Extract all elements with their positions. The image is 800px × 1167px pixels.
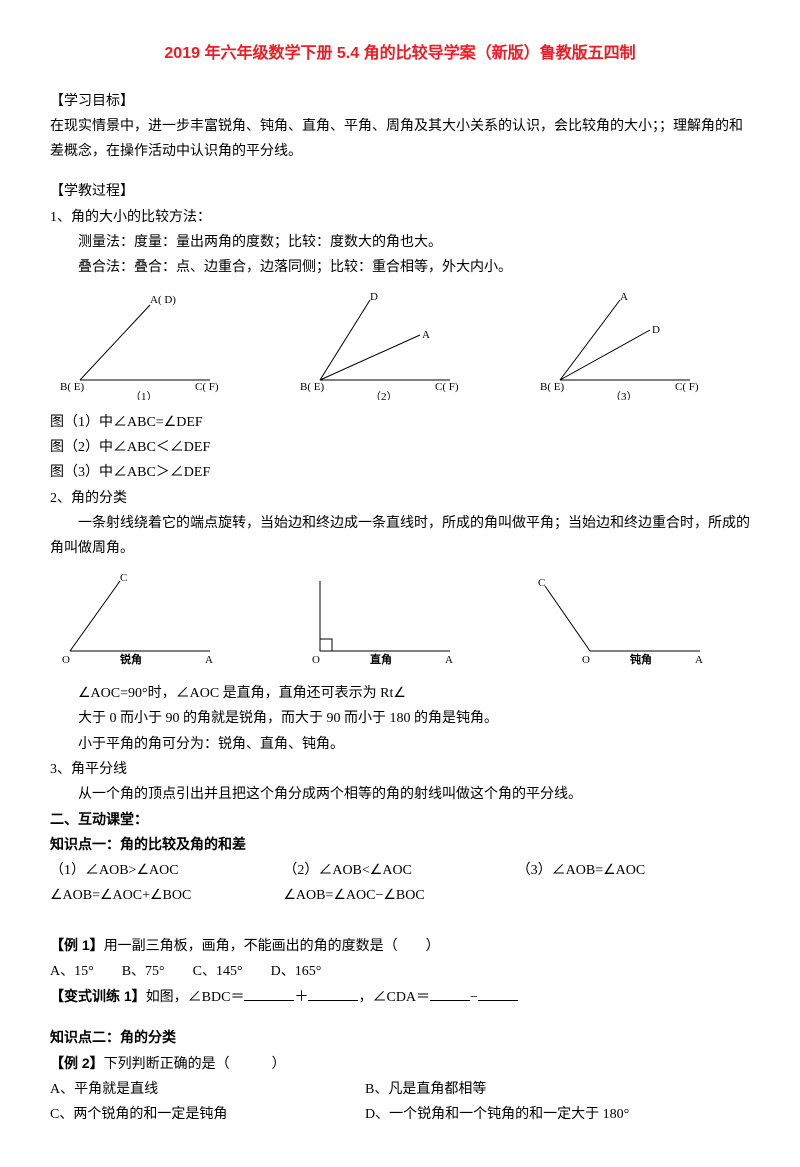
ex2-a: A、平角就是直线 bbox=[50, 1077, 365, 1102]
ex2-b: B、凡是直角都相等 bbox=[365, 1077, 486, 1102]
fig1-caption: 图（1）中∠ABC=∠DEF bbox=[50, 410, 750, 435]
kp1-row2: ∠AOB=∠AOC+∠BOC ∠AOB=∠AOC−∠BOC bbox=[50, 883, 750, 908]
study-goal-text: 在现实情景中，进一步丰富锐角、钝角、直角、平角、周角及其大小关系的认识，会比较角… bbox=[50, 114, 750, 164]
svg-text:O: O bbox=[312, 654, 320, 666]
figure-3: A D B( E) C( F) （3） bbox=[530, 290, 750, 400]
kp1-r1b: （2）∠AOB<∠AOC bbox=[283, 858, 516, 883]
svg-text:A( D): A( D) bbox=[150, 294, 176, 306]
p1b: 叠合法：叠合：点、边重合，边落同侧；比较：重合相等，外大内小。 bbox=[50, 255, 750, 280]
kp1-r2b: ∠AOB=∠AOC−∠BOC bbox=[283, 883, 516, 908]
ex2-head: 【例 2】 bbox=[50, 1055, 104, 1071]
process-head: 【学教过程】 bbox=[50, 179, 750, 204]
p1: 1、角的大小的比较方法： bbox=[50, 205, 750, 230]
example-1: 【例 1】用一副三角板，画角，不能画出的角的度数是（ ） bbox=[50, 933, 750, 959]
svg-text:O: O bbox=[62, 654, 70, 666]
p2a: 一条射线绕着它的端点旋转，当始边和终边成一条直线时，所成的角叫做平角；当始边和终… bbox=[50, 511, 750, 561]
svg-text:A: A bbox=[695, 654, 703, 666]
ex1-head: 【例 1】 bbox=[50, 937, 104, 953]
svg-text:C( F): C( F) bbox=[195, 381, 219, 393]
page-title: 2019 年六年级数学下册 5.4 角的比较导学案（新版）鲁教版五四制 bbox=[50, 40, 750, 69]
var1-c: ，∠CDA＝ bbox=[358, 990, 430, 1005]
svg-text:（2）: （2） bbox=[370, 390, 398, 400]
interactive-head: 二、互动课堂： bbox=[50, 807, 750, 832]
p3a: 从一个角的顶点引出并且把这个角分成两个相等的角的射线叫做这个角的平分线。 bbox=[50, 782, 750, 807]
figure-2: D A B( E) C( F) （2） bbox=[290, 290, 510, 400]
figure-row-2: C O A 锐角 O A 直角 C O A 钝角 bbox=[50, 571, 750, 671]
ex2-d: D、一个锐角和一个钝角的和一定大于 180° bbox=[365, 1102, 629, 1127]
svg-text:A: A bbox=[445, 654, 453, 666]
ex2-text: 下列判断正确的是（ ） bbox=[104, 1057, 286, 1072]
blank-3[interactable] bbox=[430, 986, 470, 1001]
p2d: 小于平角的角可分为：锐角、直角、钝角。 bbox=[50, 732, 750, 757]
p3: 3、角平分线 bbox=[50, 757, 750, 782]
ex2-c: C、两个锐角的和一定是钝角 bbox=[50, 1102, 365, 1127]
p2b: ∠AOC=90°时，∠AOC 是直角，直角还可表示为 Rt∠ bbox=[50, 681, 750, 706]
svg-text:锐角: 锐角 bbox=[120, 652, 142, 666]
blank-1[interactable] bbox=[244, 986, 294, 1001]
p2: 2、角的分类 bbox=[50, 486, 750, 511]
figure-right: O A 直角 bbox=[290, 571, 510, 671]
svg-text:B( E): B( E) bbox=[300, 381, 324, 393]
svg-text:钝角: 钝角 bbox=[630, 652, 652, 666]
variant-1: 【变式训练 1】如图，∠BDC＝ ＋ ，∠CDA＝ − bbox=[50, 984, 750, 1010]
ex2-row2: C、两个锐角的和一定是钝角 D、一个锐角和一个钝角的和一定大于 180° bbox=[50, 1102, 750, 1127]
kp1-head: 知识点一：角的比较及角的和差 bbox=[50, 832, 750, 857]
var1-d: − bbox=[470, 990, 478, 1005]
study-goal-head: 【学习目标】 bbox=[50, 89, 750, 114]
ex1-text: 用一副三角板，画角，不能画出的角的度数是（ ） bbox=[104, 939, 440, 954]
svg-text:A: A bbox=[205, 654, 213, 666]
ex1-opts: A、15° B、75° C、145° D、165° bbox=[50, 959, 750, 984]
svg-text:C: C bbox=[120, 572, 127, 584]
svg-text:D: D bbox=[370, 291, 378, 303]
svg-text:D: D bbox=[652, 324, 660, 336]
svg-text:（3）: （3） bbox=[610, 390, 638, 400]
var1-a: 如图，∠BDC＝ bbox=[146, 990, 245, 1005]
kp1-r2a: ∠AOB=∠AOC+∠BOC bbox=[50, 883, 283, 908]
figure-obtuse: C O A 钝角 bbox=[530, 571, 750, 671]
blank-4[interactable] bbox=[478, 986, 518, 1001]
p1a: 测量法：度量：量出两角的度数；比较：度数大的角也大。 bbox=[50, 230, 750, 255]
ex2-row1: A、平角就是直线 B、凡是直角都相等 bbox=[50, 1077, 750, 1102]
kp2-head: 知识点二：角的分类 bbox=[50, 1025, 750, 1050]
kp1-r1c: （3）∠AOB=∠AOC bbox=[517, 858, 750, 883]
svg-text:O: O bbox=[582, 654, 590, 666]
var1-head: 【变式训练 1】 bbox=[50, 988, 146, 1004]
p2c: 大于 0 而小于 90 的角就是锐角，而大于 90 而小于 180 的角是钝角。 bbox=[50, 706, 750, 731]
svg-text:B( E): B( E) bbox=[540, 381, 564, 393]
figure-row-1: A( D) B( E) C( F) （1） D A B( E) C( F) （2… bbox=[50, 290, 750, 400]
svg-text:C: C bbox=[538, 577, 545, 589]
var1-b: ＋ bbox=[294, 990, 308, 1005]
svg-text:（1）: （1） bbox=[130, 390, 158, 400]
svg-text:B( E): B( E) bbox=[60, 381, 84, 393]
svg-text:C( F): C( F) bbox=[675, 381, 699, 393]
fig3-caption: 图（3）中∠ABC＞∠DEF bbox=[50, 460, 750, 485]
kp1-r1a: （1）∠AOB>∠AOC bbox=[50, 858, 283, 883]
svg-text:A: A bbox=[422, 329, 430, 341]
figure-acute: C O A 锐角 bbox=[50, 571, 270, 671]
kp1-row1: （1）∠AOB>∠AOC （2）∠AOB<∠AOC （3）∠AOB=∠AOC bbox=[50, 858, 750, 883]
example-2: 【例 2】下列判断正确的是（ ） bbox=[50, 1051, 750, 1077]
blank-2[interactable] bbox=[308, 986, 358, 1001]
svg-text:直角: 直角 bbox=[370, 652, 392, 666]
figure-1: A( D) B( E) C( F) （1） bbox=[50, 290, 270, 400]
svg-text:C( F): C( F) bbox=[435, 381, 459, 393]
svg-text:A: A bbox=[620, 291, 628, 303]
fig2-caption: 图（2）中∠ABC＜∠DEF bbox=[50, 435, 750, 460]
